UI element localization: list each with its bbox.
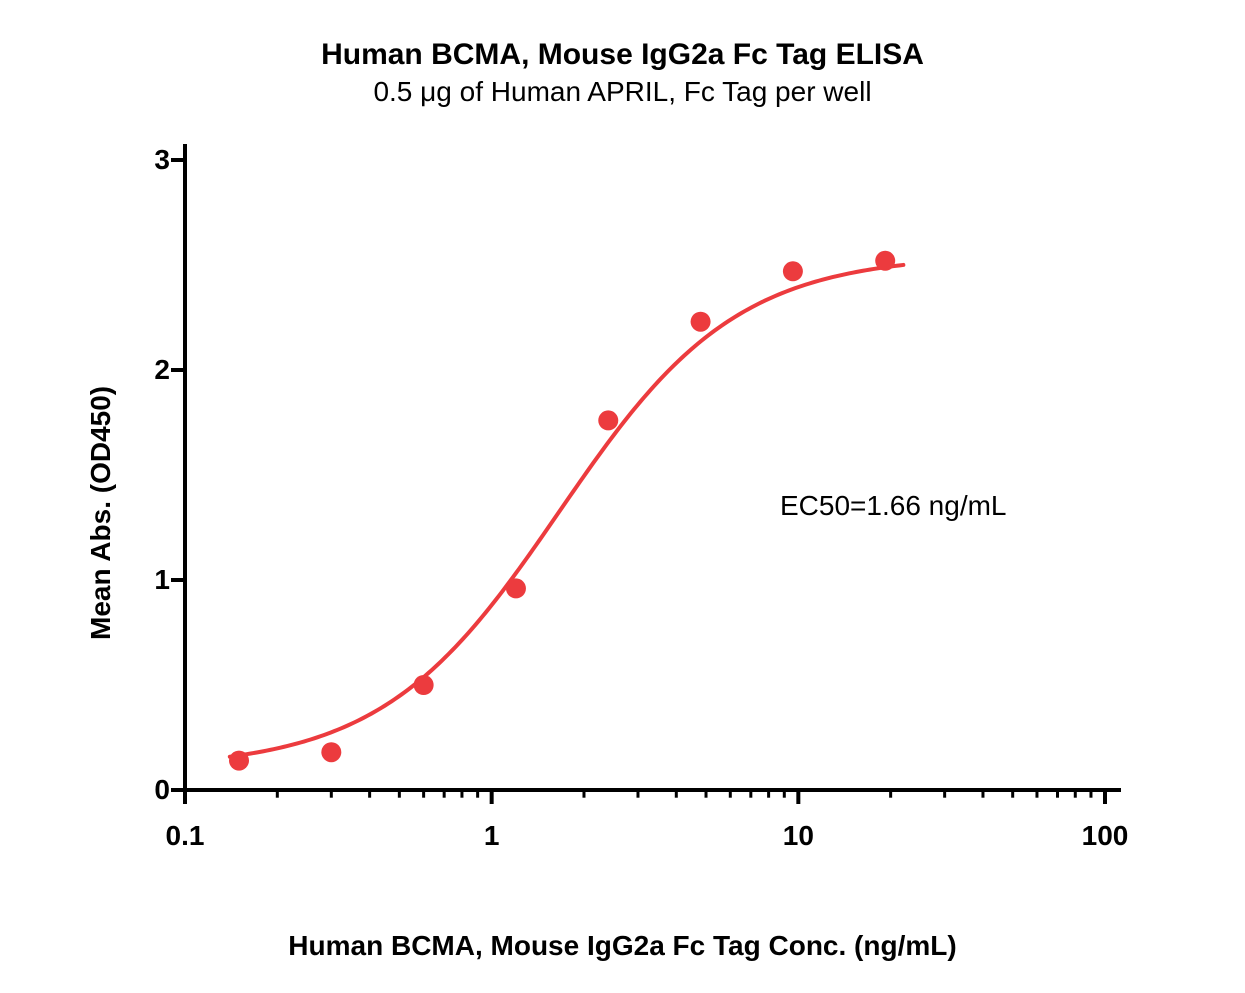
data-point bbox=[598, 410, 618, 430]
y-tick-label: 3 bbox=[154, 144, 170, 176]
data-point bbox=[506, 578, 526, 598]
y-tick-label: 2 bbox=[154, 354, 170, 386]
y-tick-label: 1 bbox=[154, 564, 170, 596]
curve-group bbox=[230, 265, 904, 757]
x-tick-label: 0.1 bbox=[166, 820, 205, 852]
y-tick-label: 0 bbox=[154, 774, 170, 806]
data-point bbox=[414, 675, 434, 695]
data-point bbox=[321, 742, 341, 762]
data-point bbox=[691, 312, 711, 332]
x-tick-label: 100 bbox=[1082, 820, 1129, 852]
axes-group bbox=[171, 144, 1121, 804]
data-point bbox=[229, 751, 249, 771]
data-point bbox=[875, 251, 895, 271]
fit-curve bbox=[230, 265, 904, 757]
x-tick-label: 1 bbox=[484, 820, 500, 852]
x-tick-label: 10 bbox=[783, 820, 814, 852]
chart-container: Human BCMA, Mouse IgG2a Fc Tag ELISA 0.5… bbox=[0, 0, 1245, 993]
data-point bbox=[783, 261, 803, 281]
